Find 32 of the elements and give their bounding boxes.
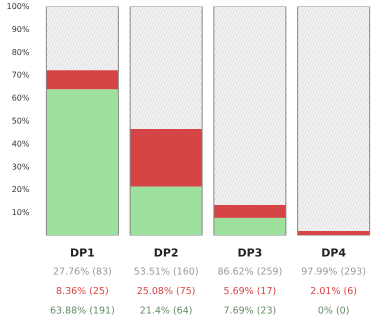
bar: [130, 129, 202, 186]
data-label: 21.4% (64): [140, 305, 192, 316]
data-label: 0% (0): [318, 305, 350, 316]
y-tick-label: 40%: [12, 139, 30, 148]
data-label: 27.76% (83): [53, 266, 112, 278]
bar: [214, 204, 286, 218]
data-label: 25.08% (75): [136, 286, 196, 297]
y-tick-label: 20%: [12, 185, 30, 194]
x-tick-label: DP1: [70, 246, 95, 260]
data-label: 7.69% (23): [224, 305, 276, 316]
y-tick-label: 60%: [12, 94, 30, 103]
x-tick-label: DP3: [237, 246, 262, 260]
data-label: 63.88% (191): [50, 305, 115, 316]
y-tick-label: 70%: [12, 70, 30, 80]
data-label: 97.99% (293): [301, 266, 366, 278]
data-label: 5.69% (17): [224, 286, 276, 297]
data-label: 53.51% (160): [134, 266, 199, 278]
data-label: 2.01% (6): [310, 286, 357, 297]
bar: [46, 70, 118, 90]
data-label: 86.62% (259): [217, 266, 282, 278]
x-tick-label: DP4: [321, 246, 346, 260]
bar: [214, 218, 286, 236]
y-tick-label: 100%: [6, 2, 30, 11]
bar: [46, 89, 118, 236]
data-label: 8.36% (25): [56, 286, 109, 297]
bar: [130, 186, 202, 236]
y-tick-label: 80%: [12, 48, 30, 57]
y-tick-label: 30%: [12, 162, 30, 172]
x-tick-label: DP2: [154, 246, 179, 260]
y-tick-label: 10%: [12, 208, 30, 218]
y-tick-label: 90%: [12, 24, 30, 34]
y-tick-label: 50%: [12, 116, 30, 126]
